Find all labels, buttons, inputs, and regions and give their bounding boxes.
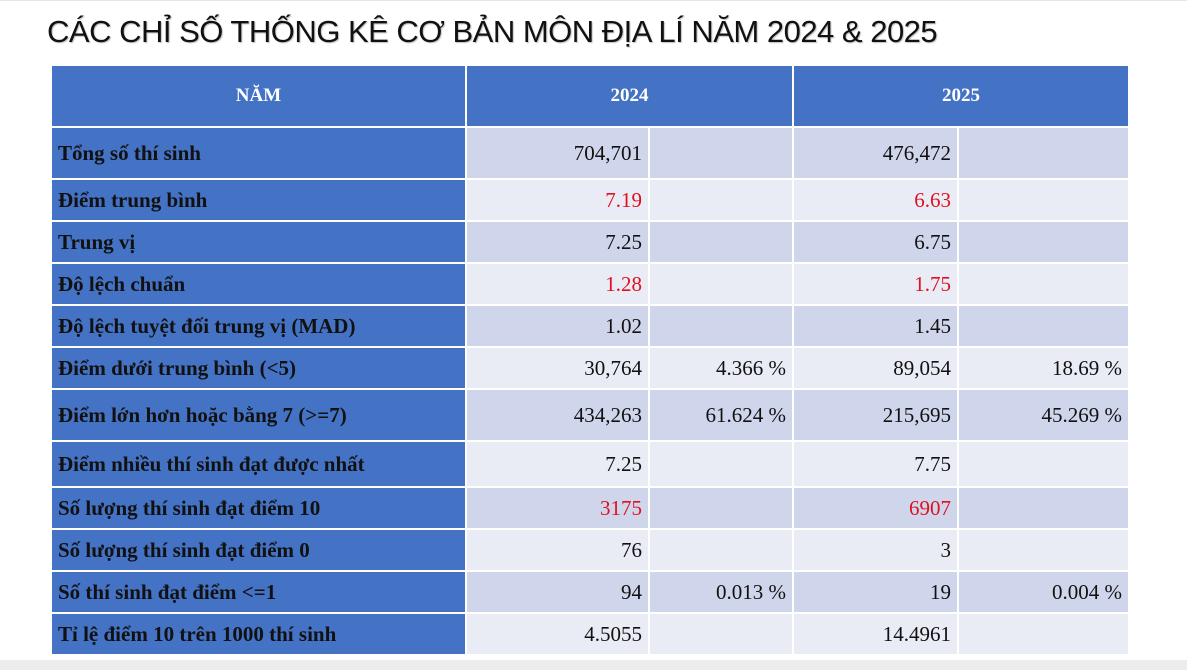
header-year-label: NĂM — [50, 64, 467, 128]
value-2025: 89,054 — [792, 346, 959, 390]
watermark — [1128, 520, 1150, 610]
row-label: Trung vị — [50, 220, 467, 264]
percent-2024: 61.624 % — [648, 388, 794, 442]
row-label: Điểm trung bình — [50, 178, 467, 222]
row-label: Số lượng thí sinh đạt điểm 10 — [50, 486, 467, 530]
row-label: Độ lệch tuyệt đối trung vị (MAD) — [50, 304, 467, 348]
table-row: Tổng số thí sinh 704,701 476,472 — [50, 126, 1130, 180]
value-2025: 3 — [792, 528, 959, 572]
percent-2025 — [957, 612, 1130, 656]
table-row: Số lượng thí sinh đạt điểm 0 76 3 — [50, 528, 1130, 572]
table-row: Trung vị 7.25 6.75 — [50, 220, 1130, 264]
value-2024: 94 — [465, 570, 650, 614]
value-2024: 7.25 — [465, 220, 650, 264]
table-body: Tổng số thí sinh 704,701 476,472 Điểm trung… — [50, 126, 1130, 656]
row-label: Điểm lớn hơn hoặc bằng 7 (>=7) — [50, 388, 467, 442]
table-row: Độ lệch tuyệt đối trung vị (MAD) 1.02 1.45 — [50, 304, 1130, 348]
value-2025: 476,472 — [792, 126, 959, 180]
value-2025: 1.45 — [792, 304, 959, 348]
value-2025: 6.75 — [792, 220, 959, 264]
percent-2025 — [957, 262, 1130, 306]
table-row: Độ lệch chuẩn 1.28 1.75 — [50, 262, 1130, 306]
value-2025: 7.75 — [792, 440, 959, 488]
table-row: Điểm nhiều thí sinh đạt được nhất 7.25 7.7… — [50, 440, 1130, 488]
percent-2025 — [957, 528, 1130, 572]
value-2025: 6907 — [792, 486, 959, 530]
table-row: Điểm lớn hơn hoặc bằng 7 (>=7) 434,263 61.… — [50, 388, 1130, 442]
percent-2025 — [957, 220, 1130, 264]
value-2024: 7.19 — [465, 178, 650, 222]
value-2025: 19 — [792, 570, 959, 614]
percent-2024 — [648, 262, 794, 306]
percent-2025 — [957, 486, 1130, 530]
stats-table: NĂM 2024 2025 Tổng số thí sinh 704,701 476… — [50, 64, 1130, 656]
value-2025: 215,695 — [792, 388, 959, 442]
value-2024: 1.28 — [465, 262, 650, 306]
percent-2024 — [648, 486, 794, 530]
percent-2025: 18.69 % — [957, 346, 1130, 390]
value-2024: 434,263 — [465, 388, 650, 442]
percent-2025 — [957, 440, 1130, 488]
value-2025: 6.63 — [792, 178, 959, 222]
percent-2024 — [648, 220, 794, 264]
percent-2025: 45.269 % — [957, 388, 1130, 442]
row-label: Độ lệch chuẩn — [50, 262, 467, 306]
percent-2024 — [648, 440, 794, 488]
row-label: Số thí sinh đạt điểm <=1 — [50, 570, 467, 614]
percent-2025 — [957, 304, 1130, 348]
percent-2025 — [957, 126, 1130, 180]
percent-2024 — [648, 612, 794, 656]
percent-2024 — [648, 304, 794, 348]
percent-2024 — [648, 528, 794, 572]
percent-2025: 0.004 % — [957, 570, 1130, 614]
header-year-2025: 2025 — [792, 64, 1130, 128]
value-2024: 3175 — [465, 486, 650, 530]
percent-2024: 0.013 % — [648, 570, 794, 614]
percent-2025 — [957, 178, 1130, 222]
value-2025: 14.4961 — [792, 612, 959, 656]
table-row: Điểm trung bình 7.19 6.63 — [50, 178, 1130, 222]
value-2025: 1.75 — [792, 262, 959, 306]
value-2024: 76 — [465, 528, 650, 572]
row-label: Điểm nhiều thí sinh đạt được nhất — [50, 440, 467, 488]
value-2024: 704,701 — [465, 126, 650, 180]
slide-title: CÁC CHỈ SỐ THỐNG KÊ CƠ BẢN MÔN ĐỊA LÍ NĂ… — [47, 14, 938, 49]
table-row: Số thí sinh đạt điểm <=1 94 0.013 % 19 0.004… — [50, 570, 1130, 614]
percent-2024 — [648, 178, 794, 222]
row-label: Điểm dưới trung bình (<5) — [50, 346, 467, 390]
row-label: Số lượng thí sinh đạt điểm 0 — [50, 528, 467, 572]
value-2024: 1.02 — [465, 304, 650, 348]
row-label: Tổng số thí sinh — [50, 126, 467, 180]
value-2024: 7.25 — [465, 440, 650, 488]
header-year-2024: 2024 — [465, 64, 794, 128]
table-row: Điểm dưới trung bình (<5) 30,764 4.366 % 89… — [50, 346, 1130, 390]
value-2024: 4.5055 — [465, 612, 650, 656]
percent-2024 — [648, 126, 794, 180]
percent-2024: 4.366 % — [648, 346, 794, 390]
value-2024: 30,764 — [465, 346, 650, 390]
table-header-row: NĂM 2024 2025 — [50, 64, 1130, 128]
table-row: Số lượng thí sinh đạt điểm 10 3175 6907 — [50, 486, 1130, 530]
table-row: Tỉ lệ điểm 10 trên 1000 thí sinh 4.5055 14… — [50, 612, 1130, 656]
row-label: Tỉ lệ điểm 10 trên 1000 thí sinh — [50, 612, 467, 656]
